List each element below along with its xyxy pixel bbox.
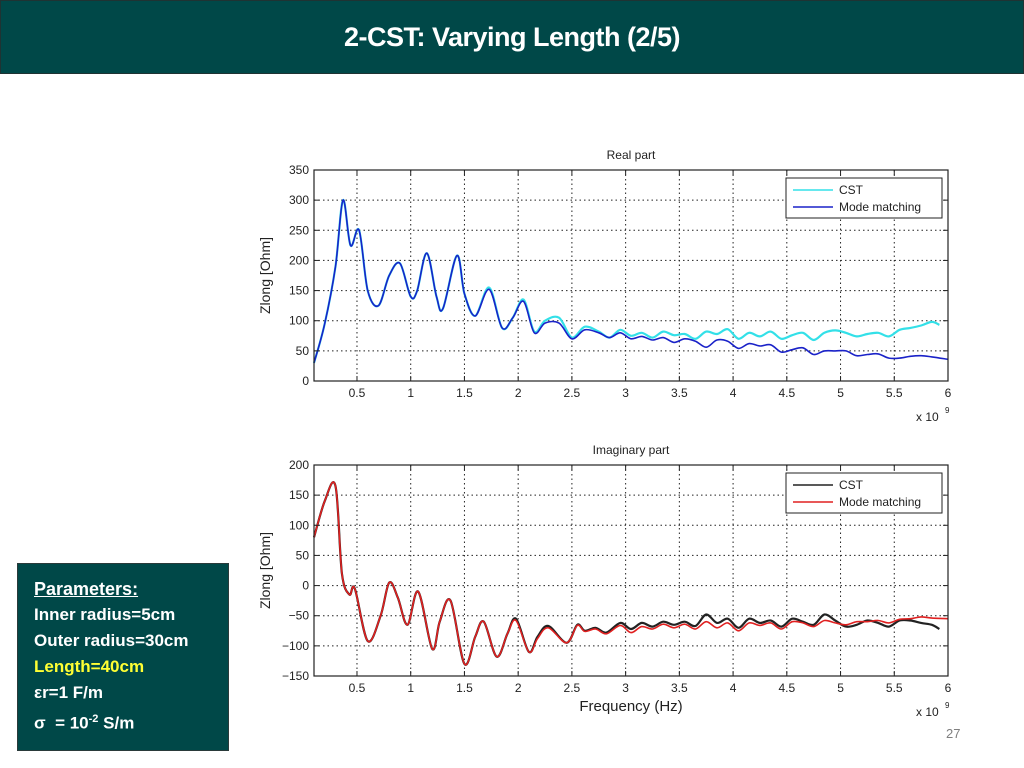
series-line-mode-matching	[313, 199, 949, 364]
axes-frame	[313, 464, 949, 677]
legend-label-mode-matching: Mode matching	[839, 200, 921, 214]
x-multiplier-exponent: 9	[945, 701, 950, 710]
y-tick-label: 200	[289, 458, 309, 472]
param-sigma: σ = 10-2 S/m	[34, 706, 228, 737]
parameters-heading: Parameters:	[34, 579, 139, 599]
x-axis-label: Frequency (Hz)	[579, 698, 682, 715]
legend-box	[785, 472, 943, 514]
x-tick-label: 4.5	[778, 681, 795, 695]
y-axis-label: Zlong [Ohm]	[257, 532, 273, 609]
x-multiplier-label: x 10	[916, 410, 939, 424]
x-tick-label: 2.5	[564, 386, 581, 400]
parameters-box: Parameters: Inner radius=5cm Outer radiu…	[17, 563, 229, 751]
y-tick-label: 300	[289, 193, 309, 207]
slide-title: 2-CST: Varying Length (2/5)	[343, 21, 681, 52]
param-inner-radius: Inner radius=5cm	[34, 605, 176, 624]
axes-frame	[313, 169, 949, 382]
x-tick-label: 0.5	[349, 386, 366, 400]
y-tick-label: 100	[289, 518, 309, 532]
slide-title-bar: 2-CST: Varying Length (2/5)	[0, 0, 1024, 74]
y-tick-label: 150	[289, 284, 309, 298]
x-tick-label: 4	[730, 386, 737, 400]
chart-title: Imaginary part	[593, 443, 670, 457]
page-number: 27	[946, 726, 961, 741]
x-tick-label: 2	[515, 386, 522, 400]
x-tick-label: 3	[622, 681, 629, 695]
x-tick-label: 3.5	[671, 681, 688, 695]
param-epsilon: εr=1 F/m	[34, 683, 104, 702]
x-tick-label: 3.5	[671, 386, 688, 400]
y-tick-label: 0	[302, 579, 309, 593]
y-axis-label: Zlong [Ohm]	[257, 237, 273, 314]
y-tick-label: 200	[289, 253, 309, 267]
legend-label-cst: CST	[839, 478, 864, 492]
y-tick-label: 50	[296, 344, 310, 358]
x-tick-label: 5	[837, 386, 844, 400]
legend-label-mode-matching: Mode matching	[839, 495, 921, 509]
x-tick-label: 5.5	[886, 681, 903, 695]
x-tick-label: 1	[407, 386, 414, 400]
x-tick-label: 6	[945, 681, 952, 695]
x-multiplier-label: x 10	[916, 705, 939, 719]
y-tick-label: 100	[289, 314, 309, 328]
x-tick-label: 3	[622, 386, 629, 400]
x-tick-label: 4.5	[778, 386, 795, 400]
x-tick-label: 0.5	[349, 681, 366, 695]
x-tick-label: 1.5	[456, 681, 473, 695]
legend-label-cst: CST	[839, 183, 864, 197]
x-tick-label: 6	[945, 386, 952, 400]
param-length: Length=40cm	[34, 657, 145, 676]
param-sigma-exp: -2	[88, 713, 99, 725]
y-tick-label: 50	[296, 548, 310, 562]
param-outer-radius: Outer radius=30cm	[34, 631, 189, 650]
y-tick-label: 0	[302, 374, 309, 388]
y-tick-label: −150	[282, 669, 309, 683]
chart-title: Real part	[607, 148, 656, 162]
x-tick-label: 1.5	[456, 386, 473, 400]
y-tick-label: 250	[289, 223, 309, 237]
x-tick-label: 5.5	[886, 386, 903, 400]
y-tick-label: 350	[289, 163, 309, 177]
x-tick-label: 5	[837, 681, 844, 695]
x-tick-label: 1	[407, 681, 414, 695]
x-tick-label: 2	[515, 681, 522, 695]
legend-box	[785, 177, 943, 219]
param-sigma-prefix: σ = 10	[34, 713, 89, 733]
y-tick-label: 150	[289, 488, 309, 502]
x-tick-label: 2.5	[564, 681, 581, 695]
y-tick-label: −100	[282, 639, 309, 653]
param-sigma-suffix: S/m	[98, 713, 135, 733]
series-line-mode-matching	[313, 481, 949, 666]
x-multiplier-exponent: 9	[945, 406, 950, 415]
y-tick-label: −50	[289, 609, 310, 623]
real-part-chart: 0.5 1 1.5 2 2.5 3 3.5 4 4.5 5 5.5 6 0 50 100 150 200 250 3…	[257, 148, 952, 424]
x-tick-label: 4	[730, 681, 737, 695]
imaginary-part-chart: 0.5 1 1.5 2 2.5 3 3.5 4 4.5 5 5.5 6 −150 −100 −50 0 50 10…	[257, 443, 952, 719]
